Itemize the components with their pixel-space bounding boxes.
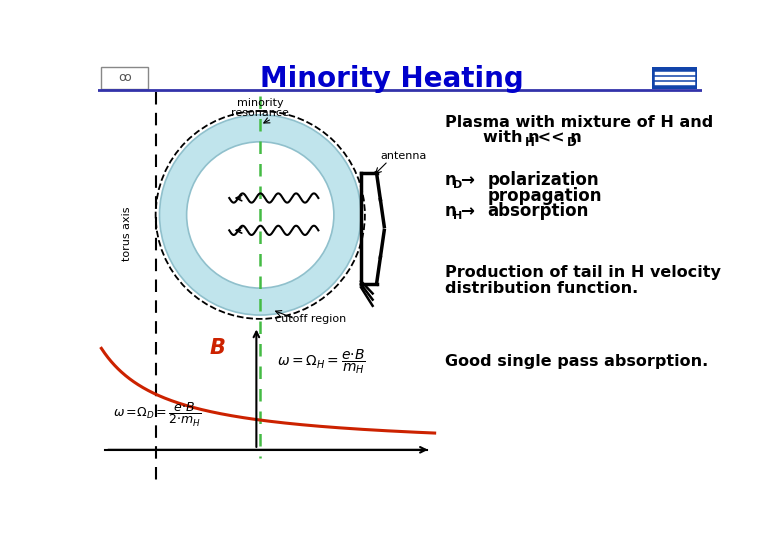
Text: $\omega = \Omega_H = \dfrac{e{\cdot}B}{m_H}$: $\omega = \Omega_H = \dfrac{e{\cdot}B}{m… bbox=[278, 347, 366, 376]
Text: D: D bbox=[567, 136, 577, 149]
Text: Minority Heating: Minority Heating bbox=[260, 65, 524, 93]
Text: distribution function.: distribution function. bbox=[445, 281, 638, 295]
Text: cutoff region: cutoff region bbox=[275, 314, 346, 324]
Circle shape bbox=[159, 115, 361, 315]
Text: n: n bbox=[445, 171, 456, 190]
Text: absorption: absorption bbox=[488, 202, 589, 220]
Text: B: B bbox=[210, 338, 225, 358]
Text: H: H bbox=[453, 211, 463, 221]
Text: polarization: polarization bbox=[488, 171, 599, 190]
Text: << n: << n bbox=[531, 131, 581, 145]
Text: D: D bbox=[453, 180, 463, 190]
Text: $\omega = \!\Omega_D = \dfrac{e{\cdot}B}{2{\cdot}m_H}$: $\omega = \!\Omega_D = \dfrac{e{\cdot}B}… bbox=[113, 401, 202, 429]
Text: minority: minority bbox=[237, 98, 284, 109]
Text: →: → bbox=[460, 202, 474, 220]
Text: antenna: antenna bbox=[381, 151, 427, 161]
Circle shape bbox=[186, 142, 334, 288]
Bar bbox=[651, 67, 697, 89]
Bar bbox=[101, 67, 148, 89]
Text: ꝏ: ꝏ bbox=[119, 71, 131, 84]
Text: resonance: resonance bbox=[232, 107, 289, 118]
Text: propagation: propagation bbox=[488, 187, 602, 205]
Text: with n: with n bbox=[484, 131, 540, 145]
Text: Good single pass absorption.: Good single pass absorption. bbox=[445, 354, 708, 369]
Text: Plasma with mixture of H and: Plasma with mixture of H and bbox=[445, 115, 713, 130]
Text: H: H bbox=[524, 136, 534, 149]
Text: →: → bbox=[460, 171, 474, 190]
Text: Production of tail in H velocity: Production of tail in H velocity bbox=[445, 265, 721, 280]
Text: n: n bbox=[445, 202, 456, 220]
Text: torus axis: torus axis bbox=[122, 207, 132, 261]
